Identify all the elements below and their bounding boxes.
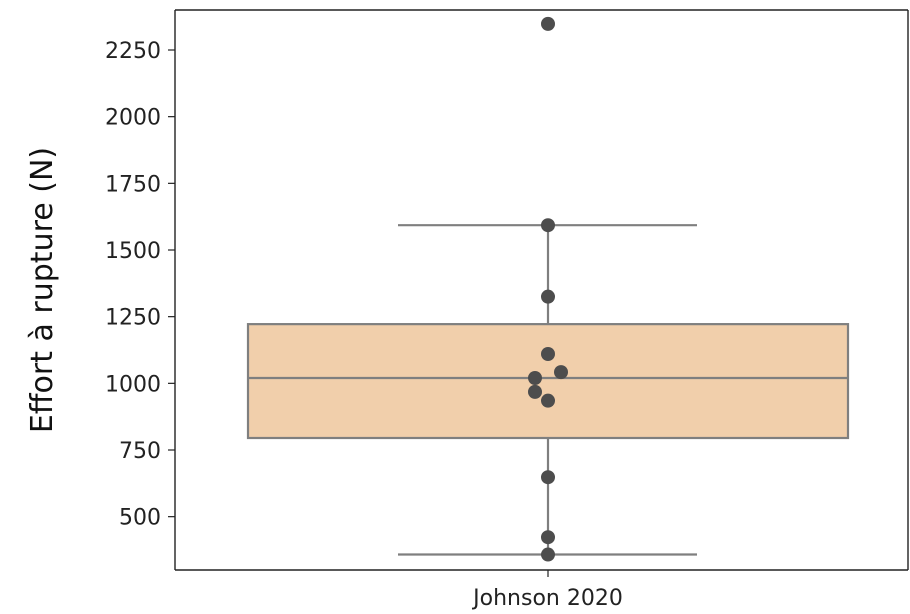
y-tick-label-1750: 1750: [105, 172, 161, 197]
y-tick-label-2250: 2250: [105, 39, 161, 64]
data-point-3: [541, 393, 555, 408]
data-point-4: [528, 384, 542, 399]
data-point-8: [541, 289, 555, 304]
y-tick-label-750: 750: [119, 439, 161, 464]
data-point-2: [541, 470, 555, 485]
y-tick-label-500: 500: [119, 506, 161, 531]
data-point-1: [541, 530, 555, 545]
y-tick-label-1500: 1500: [105, 239, 161, 264]
data-point-10: [541, 16, 555, 31]
data-point-9: [541, 218, 555, 233]
data-point-5: [528, 371, 542, 385]
plot-area: 500 750 1000 1250 1500 1750 2000 2250 Johnson 20…: [105, 9, 909, 611]
data-point-6: [554, 365, 568, 380]
data-point-7: [541, 347, 555, 361]
box-iqr: [246, 323, 850, 440]
y-tick-label-2000: 2000: [105, 106, 161, 131]
x-tick-label-0: Johnson 2020: [471, 586, 623, 611]
data-point-0: [541, 547, 555, 562]
y-tick-label-1000: 1000: [105, 372, 161, 397]
y-tick-label-1250: 1250: [105, 306, 161, 331]
y-axis-title: Effort à rupture (N): [25, 147, 60, 433]
